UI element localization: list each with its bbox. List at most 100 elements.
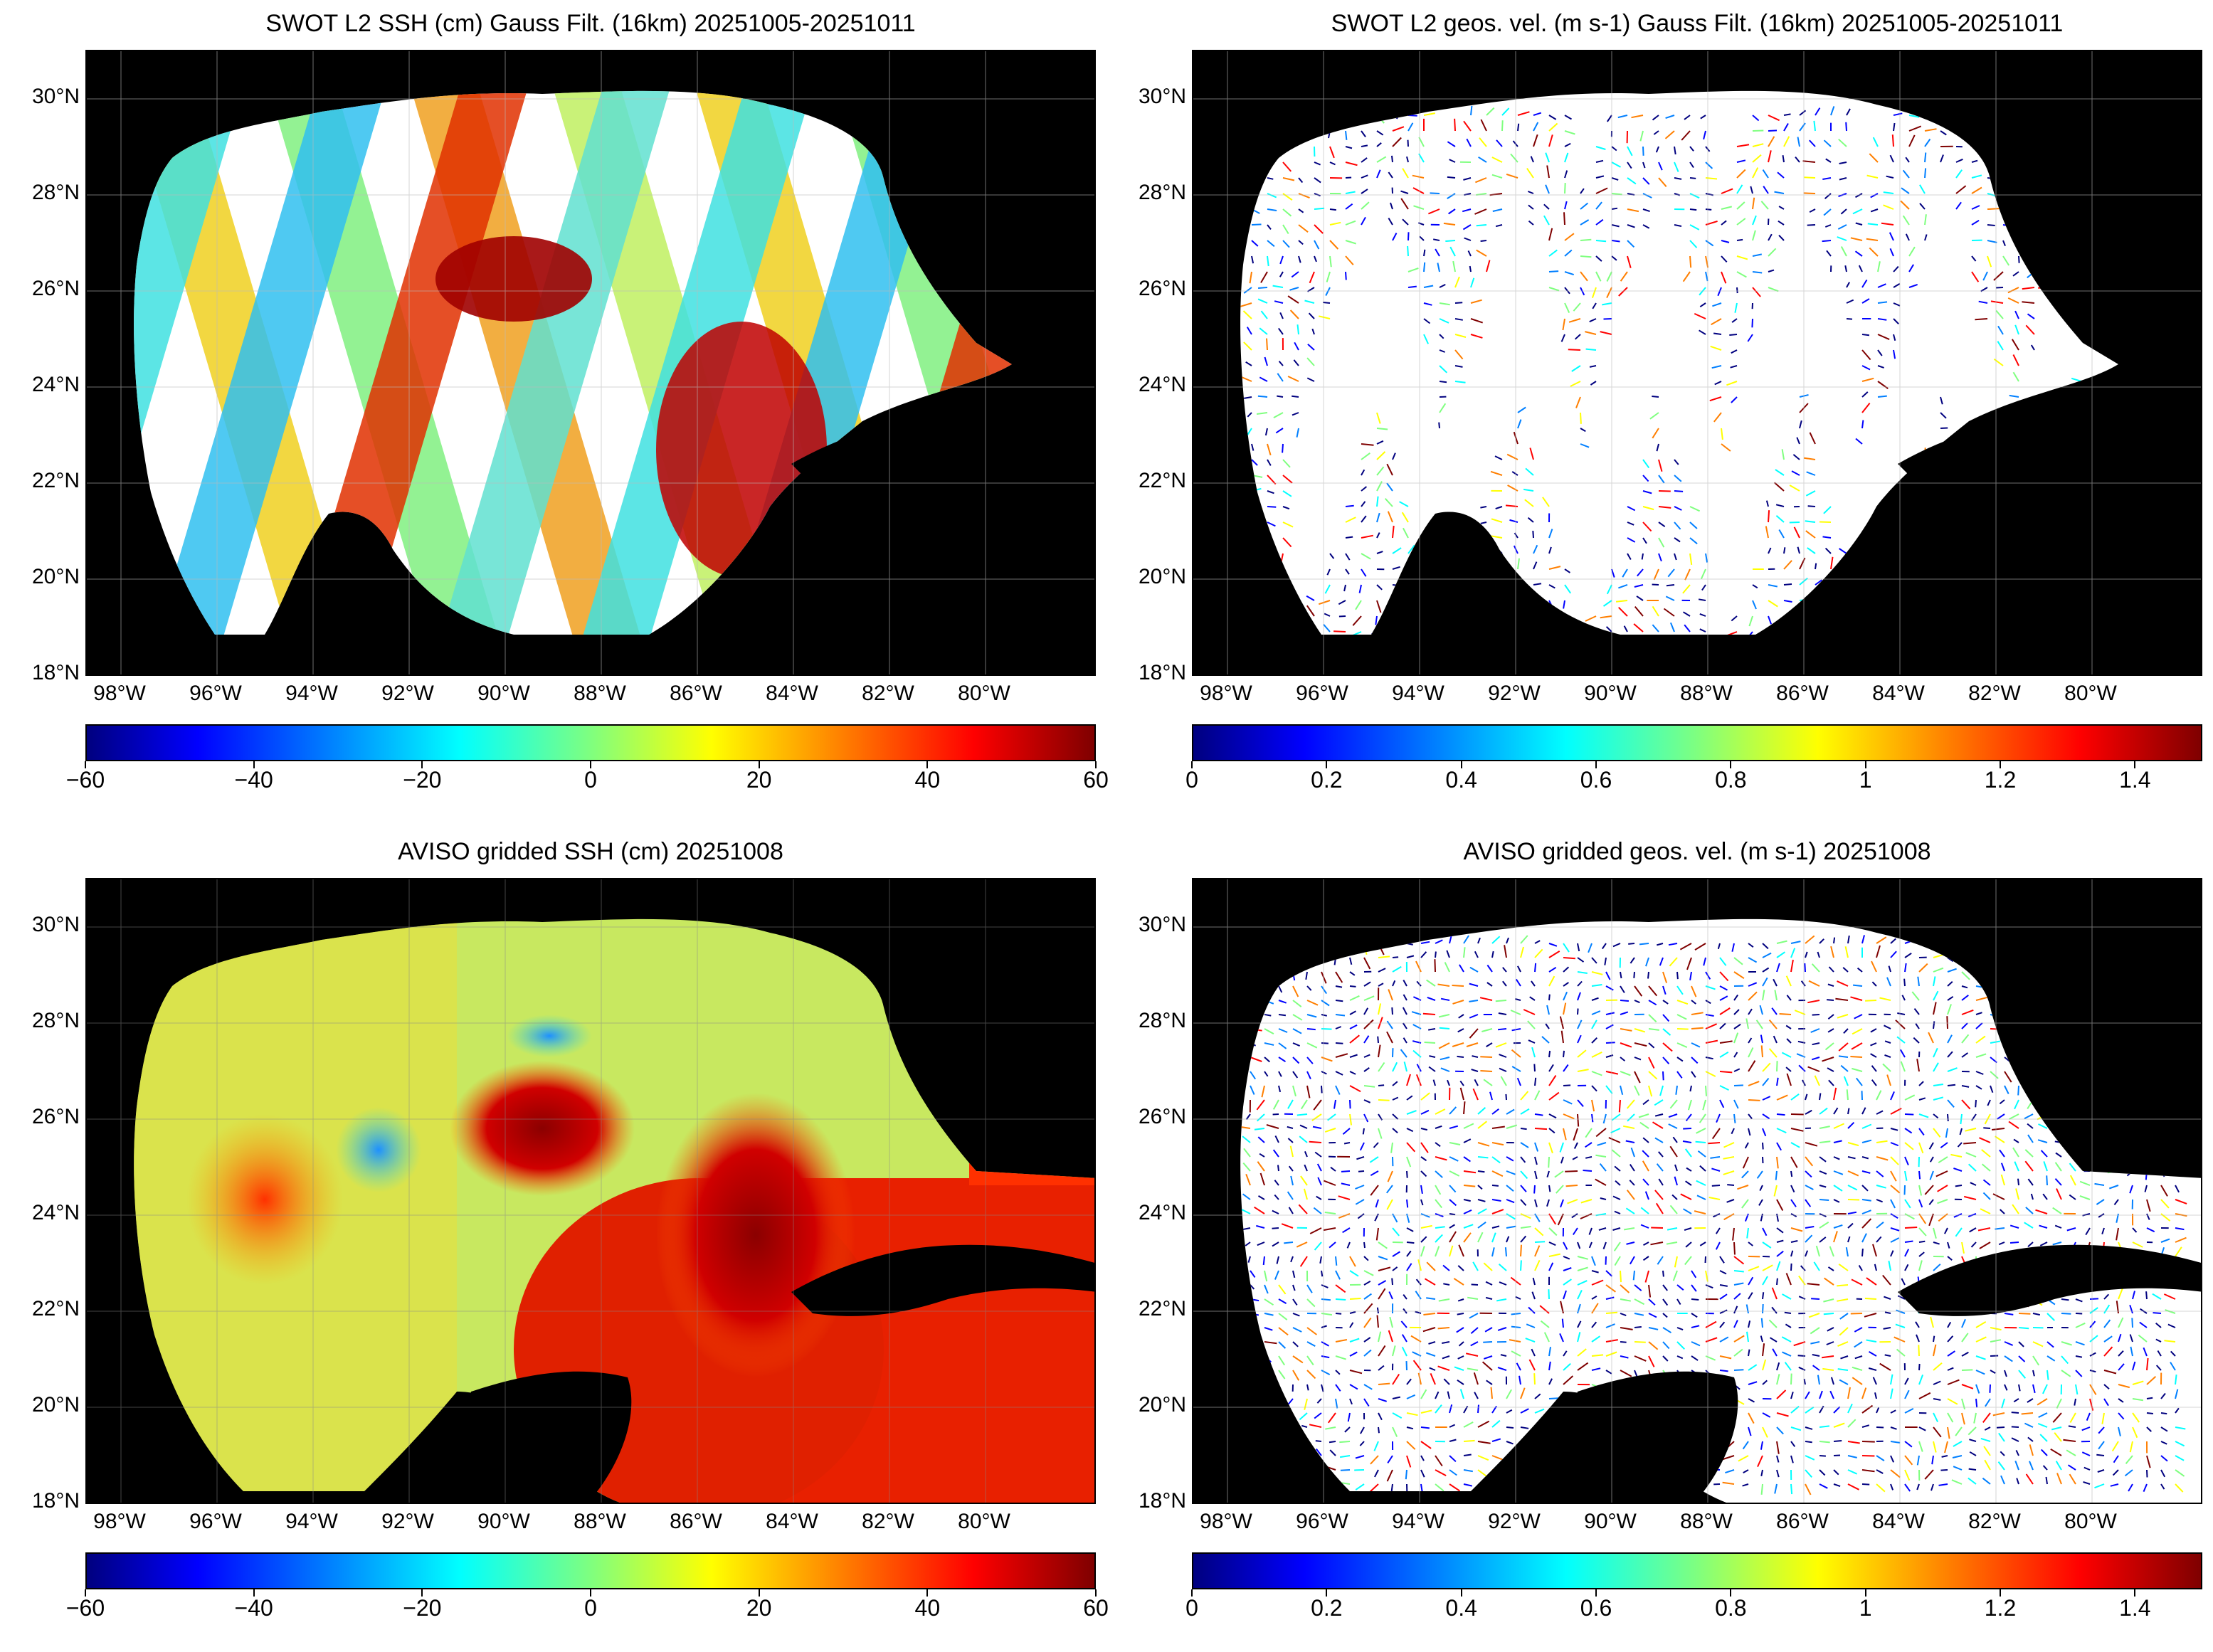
velocity-arrow <box>1439 302 1450 306</box>
velocity-arrow <box>1674 459 1679 465</box>
velocity-arrow <box>1580 202 1589 210</box>
land-yucatan <box>1575 1371 1738 1503</box>
colorbar-tick <box>253 761 255 768</box>
velocity-arrow <box>2027 1134 2034 1143</box>
velocity-arrow <box>1458 1014 1464 1019</box>
velocity-arrow <box>1833 1422 1845 1428</box>
velocity-arrow <box>1469 1014 1479 1019</box>
velocity-arrow <box>1620 1071 1631 1076</box>
velocity-arrow <box>1406 1263 1412 1271</box>
velocity-arrow <box>1940 412 1947 419</box>
velocity-arrow <box>1563 1084 1571 1086</box>
velocity-arrow <box>1400 198 1409 210</box>
velocity-arrow <box>1449 1245 1454 1257</box>
velocity-arrow <box>1491 174 1503 179</box>
velocity-arrow <box>1733 1293 1741 1300</box>
velocity-arrow <box>1803 457 1816 460</box>
velocity-arrow <box>1378 1345 1386 1357</box>
velocity-arrow <box>1533 112 1542 116</box>
velocity-arrow <box>1462 224 1472 231</box>
velocity-arrow <box>1630 957 1635 964</box>
velocity-arrow <box>1785 1066 1792 1072</box>
velocity-arrow <box>2175 1227 2185 1231</box>
velocity-arrow <box>1360 1426 1365 1434</box>
velocity-arrow <box>2061 1341 2072 1346</box>
velocity-arrow <box>1641 553 1644 560</box>
velocity-arrow <box>1540 1320 1550 1328</box>
velocity-arrow <box>2000 1209 2005 1214</box>
velocity-arrow <box>1267 521 1276 527</box>
velocity-arrow <box>1691 1071 1696 1078</box>
velocity-arrow <box>2139 1321 2148 1328</box>
velocity-arrow <box>1947 1084 1956 1086</box>
velocity-arrow <box>1861 1091 1863 1101</box>
lon-tick-label: 92°W <box>381 1510 434 1533</box>
velocity-arrow <box>1439 381 1447 383</box>
velocity-arrow <box>1457 1265 1464 1271</box>
velocity-arrow <box>1733 1348 1743 1357</box>
velocity-arrow <box>1719 1256 1725 1264</box>
velocity-arrow <box>1899 1049 1906 1058</box>
velocity-arrow <box>1861 1249 1864 1257</box>
velocity-arrow <box>1386 1020 1393 1029</box>
velocity-arrow <box>1620 1270 1622 1283</box>
velocity-arrow <box>1267 255 1269 267</box>
velocity-arrow <box>1321 1284 1329 1288</box>
velocity-arrow <box>1258 287 1268 289</box>
velocity-arrow <box>2075 1313 2083 1315</box>
velocity-arrow <box>1406 1455 1412 1468</box>
velocity-arrow <box>1798 1064 1806 1072</box>
velocity-arrow <box>1721 206 1733 210</box>
velocity-arrow <box>1775 514 1785 523</box>
velocity-arrow <box>1477 1142 1490 1147</box>
velocity-arrow <box>1338 615 1346 618</box>
velocity-arrow <box>1459 964 1464 973</box>
velocity-arrow <box>1760 1469 1763 1476</box>
velocity-arrow <box>1611 224 1620 228</box>
velocity-arrow <box>1640 1207 1649 1214</box>
velocity-arrow <box>1349 1024 1358 1029</box>
velocity-arrow <box>1506 1108 1515 1115</box>
velocity-arrow <box>1449 1439 1457 1442</box>
velocity-arrow <box>1400 1320 1407 1328</box>
velocity-arrow <box>1627 177 1637 185</box>
velocity-arrow <box>2103 1346 2113 1357</box>
velocity-arrow <box>1790 1170 1793 1177</box>
velocity-arrow <box>1805 1391 1810 1399</box>
lon-tick-label: 90°W <box>1584 1510 1637 1533</box>
velocity-arrow <box>1296 324 1299 335</box>
lon-tick-label: 96°W <box>189 682 242 705</box>
velocity-arrow <box>1423 334 1430 344</box>
velocity-arrow <box>1612 1227 1621 1231</box>
velocity-arrow <box>1893 302 1901 307</box>
velocity-arrow <box>1653 568 1659 581</box>
velocity-arrow <box>1839 1379 1849 1385</box>
velocity-arrow <box>2004 1085 2009 1094</box>
velocity-arrow <box>1674 553 1677 561</box>
velocity-arrow <box>1422 1327 1436 1333</box>
velocity-arrow <box>1733 1320 1738 1328</box>
colorbar-tick-label: 0.8 <box>1715 1595 1747 1621</box>
velocity-arrow <box>1762 1096 1771 1101</box>
velocity-arrow <box>2027 1436 2034 1442</box>
velocity-arrow <box>1719 995 1728 1001</box>
velocity-arrow <box>1975 1012 1982 1015</box>
velocity-arrow <box>1250 1085 1255 1095</box>
velocity-arrow <box>1674 146 1676 155</box>
velocity-arrow <box>1762 1128 1767 1137</box>
velocity-arrow <box>1844 946 1849 958</box>
velocity-arrow <box>1904 1199 1911 1209</box>
velocity-arrow <box>1428 1341 1436 1345</box>
velocity-arrow <box>1606 584 1612 595</box>
velocity-arrow <box>1428 208 1440 215</box>
velocity-arrow <box>2004 1341 2013 1346</box>
velocity-arrow <box>1611 1149 1621 1158</box>
velocity-arrow <box>1401 1334 1407 1343</box>
velocity-arrow <box>1321 1071 1327 1075</box>
velocity-arrow <box>1768 584 1778 588</box>
velocity-arrow <box>1321 1341 1329 1347</box>
velocity-arrow <box>1534 1090 1541 1101</box>
velocity-arrow <box>1815 563 1817 570</box>
velocity-arrow <box>1731 1128 1735 1135</box>
velocity-arrow <box>2046 1370 2049 1380</box>
